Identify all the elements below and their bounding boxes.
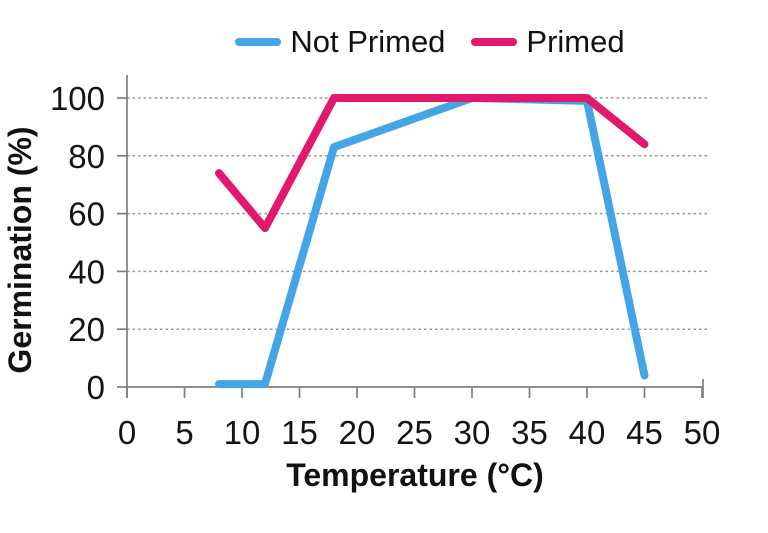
legend-item-not-primed: Not Primed <box>235 24 445 60</box>
x-axis-title: Temperature (°C) <box>286 457 544 493</box>
primed-line-swatch <box>471 38 518 46</box>
x-tick-label: 25 <box>396 414 433 451</box>
y-tick-label: 100 <box>50 80 105 117</box>
legend-item-primed: Primed <box>471 24 625 60</box>
x-tick-label: 0 <box>118 414 136 451</box>
legend: Not Primed Primed <box>0 24 768 60</box>
y-tick-label: 20 <box>68 311 105 348</box>
not-primed-line-swatch <box>235 38 282 46</box>
y-tick-label: 80 <box>68 138 105 175</box>
y-tick-label: 0 <box>87 369 105 406</box>
legend-label-primed: Primed <box>526 24 625 59</box>
legend-label-not-primed: Not Primed <box>290 24 446 59</box>
x-tick-label: 50 <box>684 414 721 451</box>
x-tick-label: 45 <box>626 414 663 451</box>
series-line-primed <box>215 94 649 233</box>
y-tick-label: 40 <box>68 253 105 290</box>
x-tick-label: 5 <box>175 414 193 451</box>
x-tick-label: 40 <box>569 414 606 451</box>
x-tick-label: 15 <box>281 414 318 451</box>
x-tick-label: 10 <box>224 414 261 451</box>
x-tick-label: 20 <box>339 414 376 451</box>
x-tick-label: 30 <box>454 414 491 451</box>
y-tick-label: 60 <box>68 196 105 233</box>
series-line-not-primed <box>215 94 649 389</box>
x-tick-label: 35 <box>511 414 548 451</box>
